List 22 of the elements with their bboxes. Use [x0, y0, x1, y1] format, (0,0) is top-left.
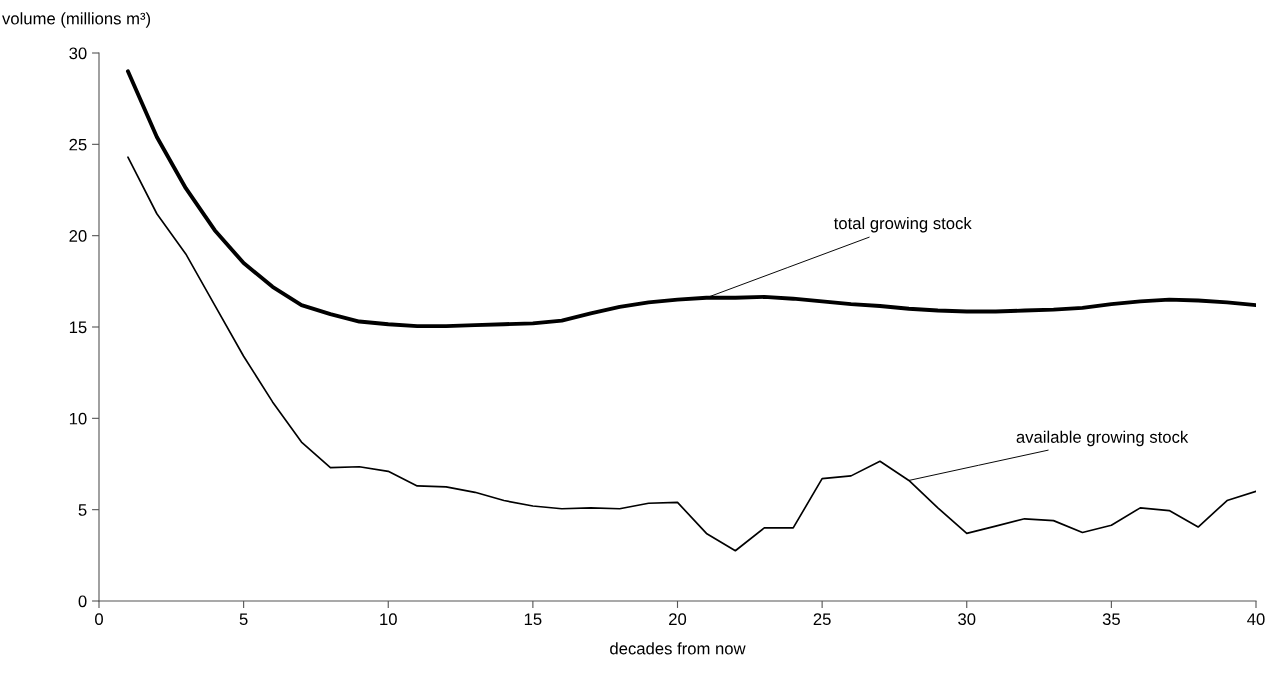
line-series	[125, 69, 1256, 329]
y-tick-label: 15	[69, 321, 87, 334]
x-tick-label: 15	[524, 613, 542, 626]
y-tick-label: 20	[69, 230, 87, 242]
y-tick-label: 10	[69, 412, 87, 425]
line-series	[127, 156, 1256, 552]
annotation: total growing stock	[833, 216, 972, 233]
y-tick-label: 25	[69, 138, 87, 151]
y-tick-label: 0	[78, 595, 87, 608]
y-tick-label: 5	[78, 504, 87, 516]
x-tick-label: 30	[958, 613, 976, 626]
x-tick-label: 5	[239, 613, 248, 626]
x-tick-label: 35	[1102, 613, 1120, 626]
x-tick-label: 40	[1247, 613, 1265, 626]
annotation: available growing stock	[1016, 430, 1189, 447]
x-tick-label: 0	[95, 613, 103, 626]
x-axis-title: decades from now	[610, 642, 746, 655]
x-tick-label: 25	[813, 613, 831, 626]
y-tick-label: 30	[69, 47, 87, 60]
x-tick-label: 20	[669, 613, 687, 626]
x-tick-label: 10	[380, 613, 397, 626]
y-axis-title: volume (millions m³)	[2, 12, 151, 28]
